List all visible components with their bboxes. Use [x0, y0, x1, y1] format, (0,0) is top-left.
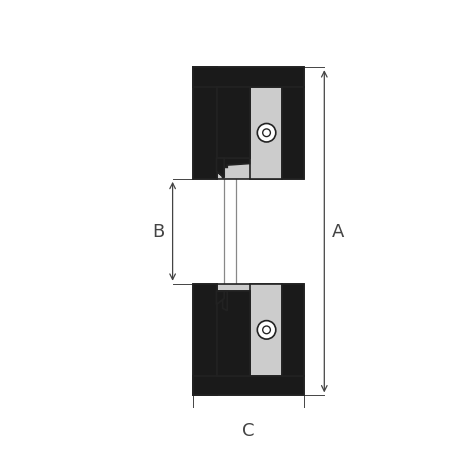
- Polygon shape: [281, 284, 303, 376]
- Polygon shape: [281, 87, 303, 179]
- Polygon shape: [249, 284, 281, 376]
- Polygon shape: [216, 87, 249, 159]
- Polygon shape: [216, 292, 227, 311]
- Circle shape: [257, 124, 275, 143]
- Polygon shape: [193, 68, 216, 179]
- Polygon shape: [216, 159, 249, 178]
- Circle shape: [257, 321, 275, 339]
- Polygon shape: [281, 87, 303, 179]
- Polygon shape: [193, 376, 303, 396]
- Polygon shape: [281, 284, 303, 376]
- Polygon shape: [216, 159, 227, 178]
- Polygon shape: [216, 292, 224, 305]
- Circle shape: [262, 326, 270, 334]
- Polygon shape: [216, 292, 249, 376]
- Polygon shape: [249, 87, 281, 179]
- Polygon shape: [216, 159, 224, 178]
- Polygon shape: [193, 376, 303, 396]
- Polygon shape: [216, 292, 249, 376]
- Polygon shape: [216, 87, 281, 179]
- Polygon shape: [193, 284, 216, 396]
- Polygon shape: [193, 284, 216, 396]
- Polygon shape: [193, 68, 303, 87]
- Text: C: C: [242, 421, 254, 440]
- Polygon shape: [193, 68, 216, 179]
- Text: A: A: [331, 223, 344, 241]
- Polygon shape: [216, 284, 281, 376]
- Polygon shape: [193, 68, 303, 87]
- Circle shape: [262, 129, 270, 137]
- Polygon shape: [216, 87, 249, 159]
- Text: B: B: [152, 223, 164, 241]
